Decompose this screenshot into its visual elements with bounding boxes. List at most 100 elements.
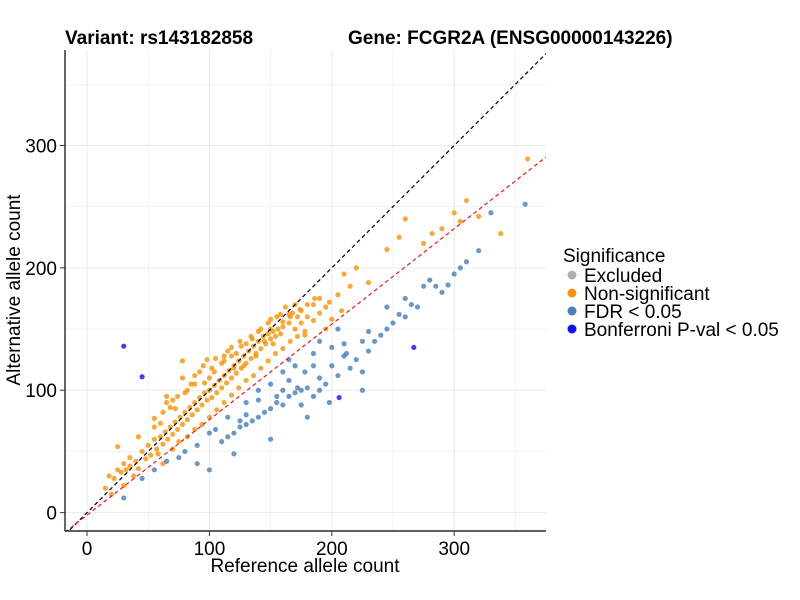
point-fdr-0-05 xyxy=(249,418,255,424)
ref-line-identity xyxy=(67,53,546,531)
point-non-significant xyxy=(130,473,137,479)
point-fdr-0-05 xyxy=(365,348,372,354)
point-non-significant xyxy=(167,404,173,410)
point-fdr-0-05 xyxy=(433,283,439,289)
point-fdr-0-05 xyxy=(359,369,366,375)
point-non-significant xyxy=(184,417,190,423)
point-fdr-0-05 xyxy=(280,402,286,408)
point-fdr-0-05 xyxy=(396,311,402,317)
point-non-significant xyxy=(199,421,205,428)
point-non-significant xyxy=(179,358,186,364)
point-non-significant xyxy=(238,343,244,349)
point-non-significant xyxy=(155,451,161,457)
point-fdr-0-05 xyxy=(476,248,482,254)
point-fdr-0-05 xyxy=(243,399,249,406)
point-fdr-0-05 xyxy=(243,421,249,428)
point-non-significant xyxy=(341,271,347,277)
point-fdr-0-05 xyxy=(139,475,145,481)
point-fdr-0-05 xyxy=(335,326,341,332)
point-non-significant xyxy=(199,402,205,408)
point-non-significant xyxy=(248,333,254,339)
point-non-significant xyxy=(157,420,164,426)
point-fdr-0-05 xyxy=(408,301,414,308)
point-fdr-0-05 xyxy=(335,372,341,379)
point-non-significant xyxy=(233,350,239,357)
point-non-significant xyxy=(115,467,121,473)
point-fdr-0-05 xyxy=(176,454,182,461)
point-non-significant xyxy=(402,216,408,222)
point-fdr-0-05 xyxy=(182,448,188,455)
point-non-significant xyxy=(184,387,190,393)
point-fdr-0-05 xyxy=(347,365,353,371)
point-non-significant xyxy=(238,365,244,371)
point-non-significant xyxy=(228,344,235,351)
point-non-significant xyxy=(310,301,317,308)
point-non-significant xyxy=(272,333,279,339)
point-fdr-0-05 xyxy=(237,424,243,430)
point-non-significant xyxy=(476,213,482,220)
point-non-significant xyxy=(280,346,286,352)
point-non-significant xyxy=(365,279,372,286)
point-fdr-0-05 xyxy=(206,430,213,436)
point-fdr-0-05 xyxy=(292,390,298,396)
point-non-significant xyxy=(192,426,198,433)
point-non-significant xyxy=(212,355,219,362)
point-non-significant xyxy=(194,407,200,413)
point-non-significant xyxy=(151,424,157,430)
point-fdr-0-05 xyxy=(372,338,378,344)
point-non-significant xyxy=(243,360,249,366)
point-non-significant xyxy=(292,326,298,332)
point-non-significant xyxy=(421,240,427,246)
legend-title: Significance xyxy=(563,246,665,267)
point-non-significant xyxy=(179,375,186,381)
point-fdr-0-05 xyxy=(402,295,408,302)
point-non-significant xyxy=(121,461,127,467)
point-non-significant xyxy=(439,226,445,232)
point-non-significant xyxy=(339,308,345,314)
point-non-significant xyxy=(228,375,235,381)
point-non-significant xyxy=(265,331,271,337)
point-bonferroni-p-val-0-05 xyxy=(139,374,145,380)
point-non-significant xyxy=(250,372,257,379)
legend-label: Non-significant xyxy=(584,284,710,305)
point-fdr-0-05 xyxy=(286,393,292,399)
point-fdr-0-05 xyxy=(261,409,268,415)
point-non-significant xyxy=(163,393,170,399)
x-tick-label: 100 xyxy=(194,539,226,560)
point-fdr-0-05 xyxy=(292,363,298,369)
legend-swatch xyxy=(567,270,577,280)
x-axis-title: Reference allele count xyxy=(210,556,400,577)
point-non-significant xyxy=(275,326,281,332)
legend-label: Bonferroni P-val < 0.05 xyxy=(584,320,779,341)
point-fdr-0-05 xyxy=(365,328,372,335)
point-non-significant xyxy=(228,392,235,398)
point-non-significant xyxy=(316,310,323,316)
legend: Significance ExcludedNon-significantFDR … xyxy=(563,246,779,341)
point-fdr-0-05 xyxy=(194,461,200,467)
point-fdr-0-05 xyxy=(294,385,301,391)
point-fdr-0-05 xyxy=(163,458,170,464)
point-non-significant xyxy=(248,355,254,362)
point-non-significant xyxy=(236,385,242,391)
point-fdr-0-05 xyxy=(121,495,127,501)
point-non-significant xyxy=(258,365,264,371)
point-non-significant xyxy=(258,346,264,352)
legend-swatch xyxy=(567,306,577,316)
legend-swatch xyxy=(567,324,577,334)
point-fdr-0-05 xyxy=(255,414,261,420)
point-non-significant xyxy=(287,338,293,344)
legend-label: FDR < 0.05 xyxy=(584,302,682,323)
legend-label: Excluded xyxy=(584,266,662,287)
point-non-significant xyxy=(151,415,157,421)
point-fdr-0-05 xyxy=(310,393,317,399)
point-non-significant xyxy=(189,412,195,418)
point-non-significant xyxy=(188,381,194,387)
point-non-significant xyxy=(326,299,332,305)
point-non-significant xyxy=(282,304,288,310)
point-fdr-0-05 xyxy=(439,289,445,295)
point-fdr-0-05 xyxy=(359,338,366,344)
y-tick-label: 0 xyxy=(46,504,57,525)
point-fdr-0-05 xyxy=(274,393,280,399)
point-non-significant xyxy=(115,443,121,450)
